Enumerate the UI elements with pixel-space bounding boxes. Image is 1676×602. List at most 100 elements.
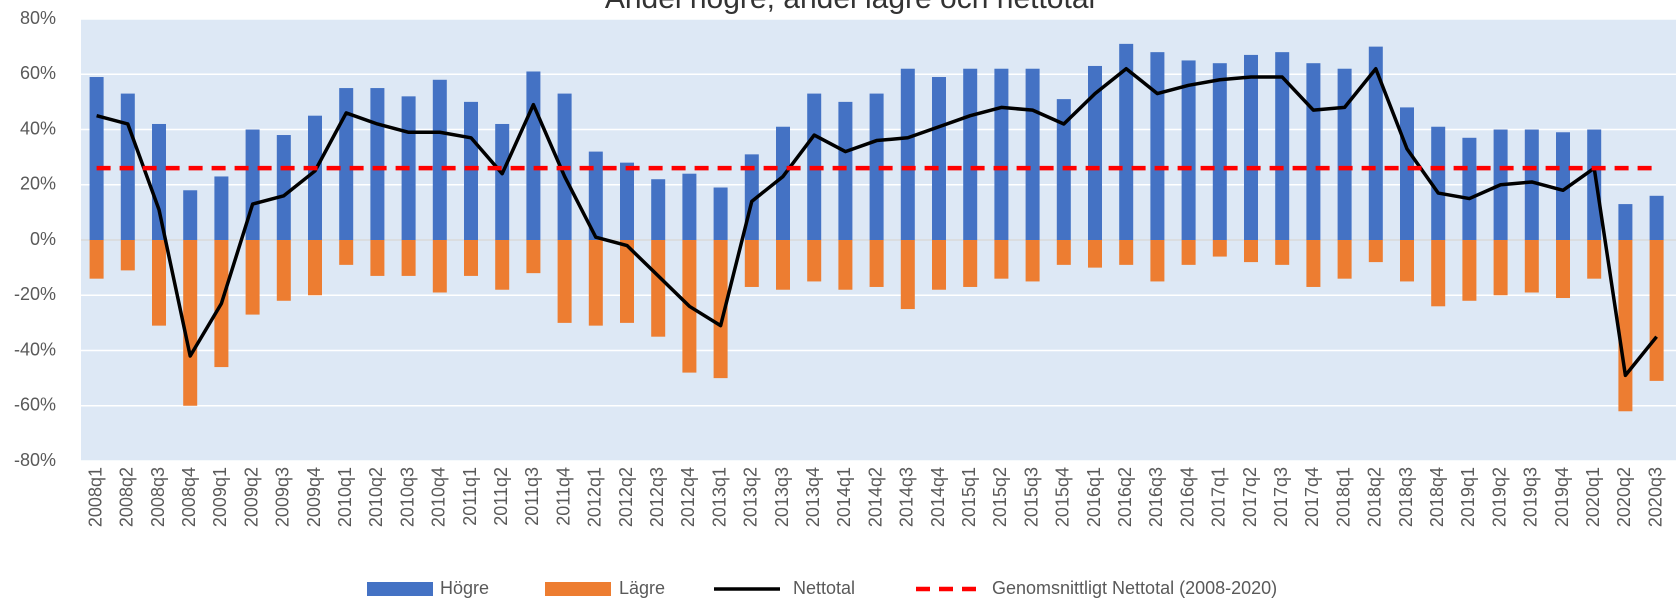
y-tick-label: 60% [20, 63, 56, 83]
bar [651, 240, 666, 337]
bar [963, 240, 978, 287]
x-tick-label: 2020q3 [1645, 467, 1665, 527]
bar [401, 240, 416, 276]
bar [1462, 137, 1477, 240]
bar [900, 240, 915, 310]
y-tick-label: -20% [14, 284, 56, 304]
bar [526, 240, 541, 274]
x-tick-label: 2008q2 [117, 467, 137, 527]
x-tick-label: 2019q4 [1552, 467, 1572, 527]
bar [1244, 240, 1258, 263]
bar [807, 240, 822, 282]
bar [869, 240, 884, 287]
bar [89, 240, 104, 279]
bar [651, 179, 666, 240]
x-tick-label: 2011q4 [553, 467, 573, 526]
x-tick-label: 2012q3 [647, 467, 667, 527]
bar [1649, 240, 1664, 381]
bar [1524, 129, 1539, 240]
bar [1306, 240, 1321, 287]
bar [1337, 240, 1352, 279]
x-tick-label: 2017q1 [1209, 467, 1229, 527]
x-tick-label: 2009q3 [273, 467, 293, 527]
bar [963, 68, 978, 240]
x-tick-label: 2010q2 [366, 467, 386, 527]
bar [464, 240, 478, 276]
x-tick-label: 2016q4 [1177, 467, 1197, 527]
x-tick-label: 2015q3 [1021, 467, 1041, 527]
x-tick-label: 2014q1 [834, 467, 854, 527]
bar [1400, 240, 1414, 282]
bar [370, 88, 385, 240]
bar [152, 240, 166, 326]
bar [370, 240, 385, 276]
bar [464, 101, 478, 240]
x-tick-label: 2016q3 [1146, 467, 1166, 527]
bar [1556, 132, 1570, 240]
bar [308, 115, 322, 240]
bar [1306, 63, 1321, 241]
bar [432, 79, 447, 241]
bar [1275, 52, 1290, 241]
x-tick-label: 2012q4 [678, 467, 698, 527]
bar [776, 126, 790, 240]
bar [526, 71, 541, 240]
x-tick-label: 2014q2 [865, 467, 885, 527]
x-tick-label: 2015q1 [959, 467, 979, 527]
bar [432, 240, 447, 293]
x-tick-label: 2010q1 [335, 467, 355, 527]
x-tick-label: 2011q3 [522, 467, 542, 526]
bar [214, 176, 229, 240]
bar [1400, 107, 1414, 241]
bar [776, 240, 790, 290]
bar [900, 68, 915, 240]
y-tick-label: 40% [20, 118, 56, 138]
bar [588, 151, 603, 240]
x-tick-label: 2018q3 [1396, 467, 1416, 527]
x-tick-label: 2018q1 [1333, 467, 1353, 527]
bar [308, 240, 322, 296]
bar [1587, 240, 1602, 279]
bar [557, 240, 572, 323]
y-tick-label: 20% [20, 174, 56, 194]
bar [495, 123, 510, 240]
x-tick-label: 2020q1 [1583, 467, 1603, 527]
legend-label: Lägre [619, 578, 665, 598]
x-tick-label: 2016q1 [1084, 467, 1104, 527]
x-tick-label: 2008q1 [85, 467, 105, 527]
x-tick-label: 2008q4 [179, 467, 199, 527]
bar [1275, 240, 1290, 265]
legend-label: Genomsnittligt Nettotal (2008-2020) [992, 578, 1277, 598]
x-tick-label: 2013q1 [709, 467, 729, 527]
bar [120, 240, 135, 271]
bar [713, 240, 728, 379]
bar [89, 77, 104, 240]
x-tick-label: 2012q1 [585, 467, 605, 527]
bar [1181, 240, 1196, 265]
bar [713, 187, 728, 240]
legend-label: Nettotal [793, 578, 855, 598]
bar [1025, 240, 1040, 282]
bar [1025, 68, 1040, 240]
bar [1587, 129, 1602, 240]
x-tick-label: 2020q2 [1614, 467, 1634, 527]
x-tick-label: 2009q2 [241, 467, 261, 527]
x-tick-label: 2009q1 [210, 467, 230, 527]
bar [152, 123, 166, 240]
bar [1088, 65, 1102, 241]
x-tick-label: 2015q2 [990, 467, 1010, 527]
x-tick-label: 2014q3 [897, 467, 917, 527]
bar [1150, 240, 1165, 282]
bar [339, 88, 354, 240]
bar [838, 101, 853, 240]
x-tick-label: 2008q3 [148, 467, 168, 527]
bar [838, 240, 853, 290]
x-tick-label: 2013q3 [772, 467, 792, 527]
x-tick-label: 2017q2 [1240, 467, 1260, 527]
legend-swatch [545, 582, 611, 596]
y-tick-label: 0% [30, 229, 56, 249]
line [96, 66, 1658, 378]
bar [339, 240, 354, 265]
bar [1212, 240, 1227, 257]
